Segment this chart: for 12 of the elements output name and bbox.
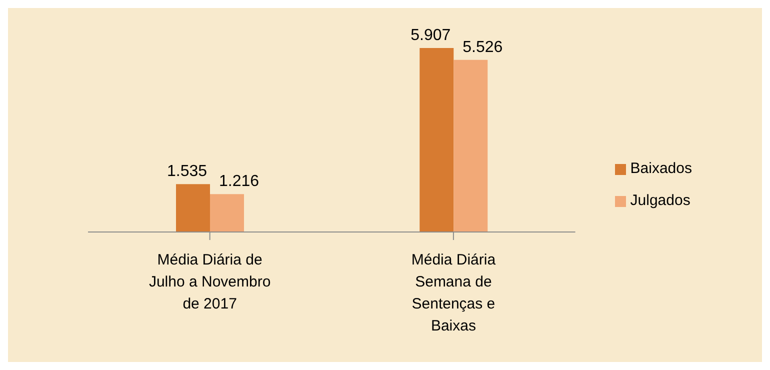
x-tick-label: Média Diária de Julho a Novembro de 2017 <box>148 252 271 313</box>
data-label: 5.907 <box>410 27 451 44</box>
bar <box>420 48 454 232</box>
bar <box>176 184 210 232</box>
data-label: 5.526 <box>462 38 503 56</box>
bar <box>210 194 244 232</box>
legend-label: Baixados <box>630 160 692 177</box>
bar <box>454 60 488 232</box>
data-label: 1.535 <box>166 163 208 180</box>
x-tick-label: Média Diária Semana de Sentenças e Baixas <box>411 252 496 335</box>
legend-label: Julgados <box>630 192 690 209</box>
data-label: 1.216 <box>218 173 260 190</box>
